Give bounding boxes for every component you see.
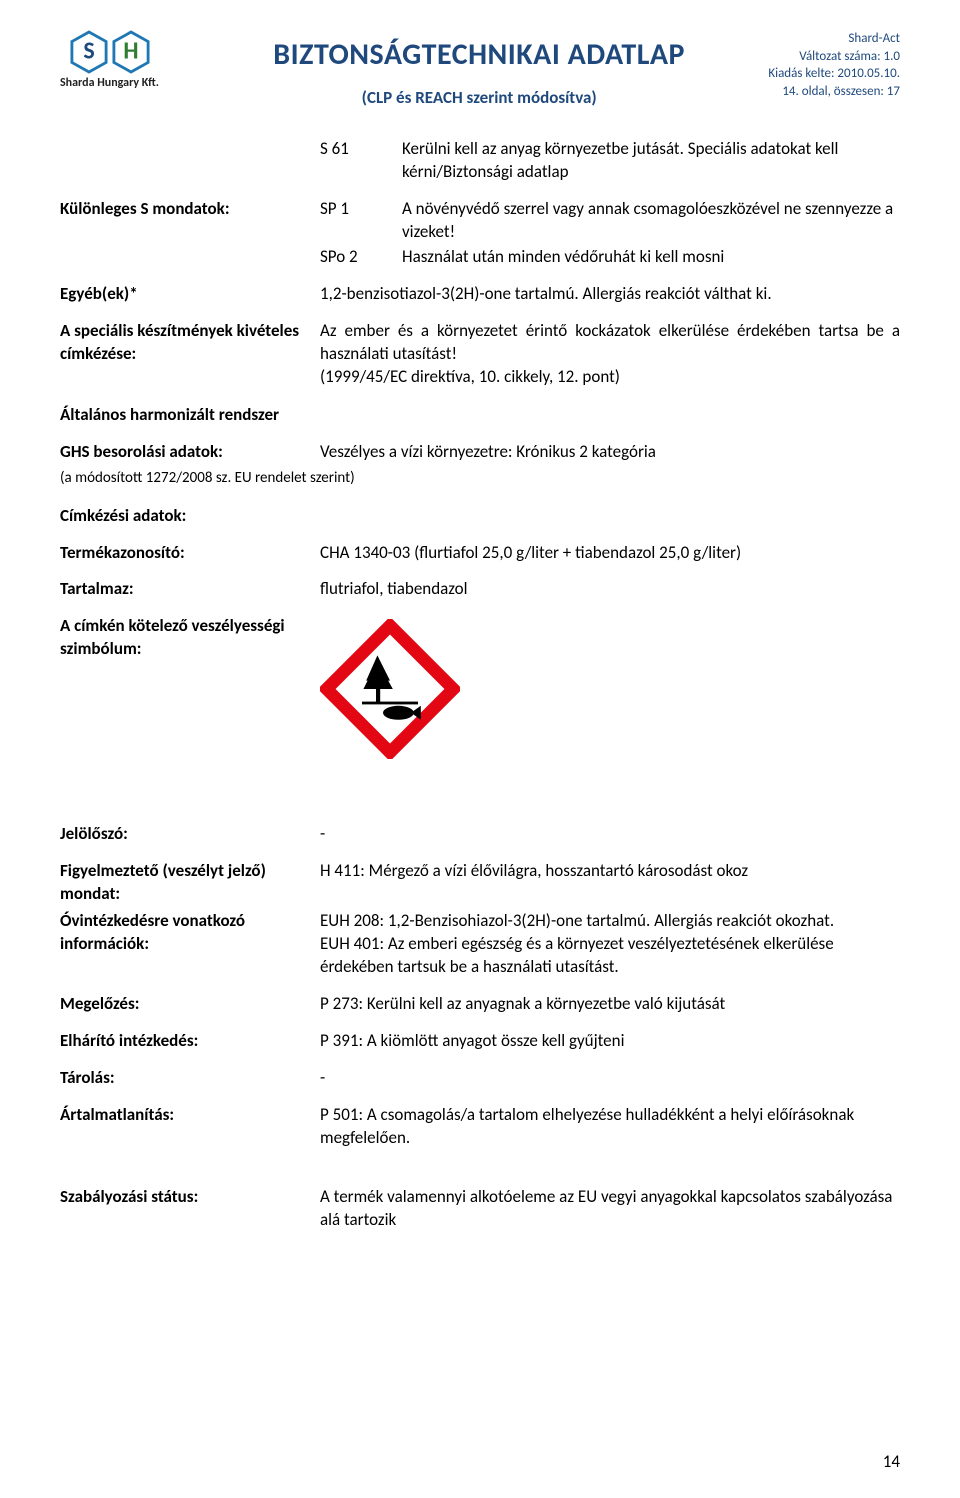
prevention-label: Megelőzés: bbox=[60, 993, 320, 1016]
logo-letter-s: S bbox=[83, 37, 94, 66]
row-warning: Figyelmeztető (veszélyt jelző) mondat: H… bbox=[60, 860, 900, 906]
content: S 61 Kerülni kell az anyag környezetbe j… bbox=[60, 138, 900, 1232]
disposal-text: P 501: A csomagolás/a tartalom elhelyezé… bbox=[320, 1104, 900, 1150]
ghs-label: GHS besorolási adatok: bbox=[60, 441, 320, 464]
meta-product: Shard-Act bbox=[768, 30, 900, 48]
storage-label: Tárolás: bbox=[60, 1067, 320, 1090]
labeling-head: Címkézési adatok: bbox=[60, 505, 900, 528]
product-id-text: CHA 1340-03 (flurtiafol 25,0 g/liter + t… bbox=[320, 542, 900, 565]
row-other: Egyéb(ek)* 1,2-benzisotiazol-3(2H)-one t… bbox=[60, 283, 900, 306]
signal-text: - bbox=[320, 823, 900, 846]
page: S H Sharda Hungary Kft. BIZTONSÁGTECHNIK… bbox=[0, 0, 960, 1498]
row-special-s: Különleges S mondatok: SP 1 A növényvédő… bbox=[60, 198, 900, 269]
reg-status-text: A termék valamennyi alkotóeleme az EU ve… bbox=[320, 1186, 900, 1232]
sp1-text: A növényvédő szerrel vagy annak csomagol… bbox=[402, 198, 900, 244]
spec-text: Az ember és a környezetet érintő kockáza… bbox=[320, 320, 900, 389]
response-label: Elhárító intézkedés: bbox=[60, 1030, 320, 1053]
warning-text: H 411: Mérgező a vízi élővilágra, hossza… bbox=[320, 860, 900, 906]
row-signal: Jelölőszó: - bbox=[60, 823, 900, 846]
row-response: Elhárító intézkedés: P 391: A kiömlött a… bbox=[60, 1030, 900, 1053]
other-label: Egyéb(ek)* bbox=[60, 283, 320, 306]
response-text: P 391: A kiömlött anyagot össze kell gyű… bbox=[320, 1030, 900, 1053]
symbol-label: A címkén kötelező veszélyességi szimbólu… bbox=[60, 615, 320, 809]
s61-text: Kerülni kell az anyag környezetbe jutásá… bbox=[402, 138, 900, 184]
row-prevention: Megelőzés: P 273: Kerülni kell az anyagn… bbox=[60, 993, 900, 1016]
spec-label: A speciális készítmények kivételes címké… bbox=[60, 320, 320, 389]
row-product-id: Termékazonosító: CHA 1340-03 (flurtiafol… bbox=[60, 542, 900, 565]
ghs-note: (a módosított 1272/2008 sz. EU rendelet … bbox=[60, 468, 900, 488]
company-logo: S H Sharda Hungary Kft. bbox=[60, 30, 190, 90]
special-s-label: Különleges S mondatok: bbox=[60, 198, 320, 269]
row-precaution: Óvintézkedésre vonatkozó információk: EU… bbox=[60, 910, 900, 979]
row-spec-label: A speciális készítmények kivételes címké… bbox=[60, 320, 900, 389]
spo2-code: SPo 2 bbox=[320, 246, 390, 269]
disposal-label: Ártalmatlanítás: bbox=[60, 1104, 320, 1150]
other-text: 1,2-benzisotiazol-3(2H)-one tartalmú. Al… bbox=[320, 283, 900, 306]
precaution-label: Óvintézkedésre vonatkozó információk: bbox=[60, 910, 320, 979]
meta-version: Változat száma: 1.0 bbox=[768, 48, 900, 66]
contains-label: Tartalmaz: bbox=[60, 578, 320, 601]
row-symbol: A címkén kötelező veszélyességi szimbólu… bbox=[60, 615, 900, 809]
meta-page: 14. oldal, összesen: 17 bbox=[768, 83, 900, 101]
row-s61: S 61 Kerülni kell az anyag környezetbe j… bbox=[60, 138, 900, 184]
spo2-text: Használat után minden védőruhát ki kell … bbox=[402, 246, 900, 269]
subtitle: (CLP és REACH szerint módosítva) bbox=[190, 87, 768, 108]
row-storage: Tárolás: - bbox=[60, 1067, 900, 1090]
logo-hexagons: S H bbox=[70, 30, 190, 74]
sp1-code: SP 1 bbox=[320, 198, 390, 244]
signal-label: Jelölőszó: bbox=[60, 823, 320, 846]
logo-hex-h: H bbox=[112, 30, 150, 74]
doc-meta: Shard-Act Változat száma: 1.0 Kiadás kel… bbox=[768, 30, 900, 100]
row-disposal: Ártalmatlanítás: P 501: A csomagolás/a t… bbox=[60, 1104, 900, 1150]
harmonized-head: Általános harmonizált rendszer bbox=[60, 404, 900, 427]
ghs-text: Veszélyes a vízi környezetre: Krónikus 2… bbox=[320, 441, 900, 464]
precaution-text: EUH 208: 1,2-Benzisohiazol-3(2H)-one tar… bbox=[320, 910, 900, 979]
meta-issue: Kiadás kelte: 2010.05.10. bbox=[768, 65, 900, 83]
page-number: 14 bbox=[883, 1451, 900, 1472]
row-contains: Tartalmaz: flutriafol, tiabendazol bbox=[60, 578, 900, 601]
ghs-pictogram-environment-icon bbox=[320, 619, 900, 759]
row-reg-status: Szabályozási státus: A termék valamennyi… bbox=[60, 1186, 900, 1232]
storage-text: - bbox=[320, 1067, 900, 1090]
main-title: BIZTONSÁGTECHNIKAI ADATLAP bbox=[190, 36, 768, 73]
contains-text: flutriafol, tiabendazol bbox=[320, 578, 900, 601]
prevention-text: P 273: Kerülni kell az anyagnak a környe… bbox=[320, 993, 900, 1016]
s61-code: S 61 bbox=[320, 138, 390, 184]
logo-letter-h: H bbox=[123, 37, 138, 66]
reg-status-label: Szabályozási státus: bbox=[60, 1186, 320, 1232]
title-block: BIZTONSÁGTECHNIKAI ADATLAP (CLP és REACH… bbox=[190, 30, 768, 108]
row-ghs: GHS besorolási adatok: Veszélyes a vízi … bbox=[60, 441, 900, 464]
page-header: S H Sharda Hungary Kft. BIZTONSÁGTECHNIK… bbox=[60, 30, 900, 108]
warning-label: Figyelmeztető (veszélyt jelző) mondat: bbox=[60, 860, 320, 906]
logo-hex-s: S bbox=[70, 30, 108, 74]
product-id-label: Termékazonosító: bbox=[60, 542, 320, 565]
company-name: Sharda Hungary Kft. bbox=[60, 76, 190, 90]
